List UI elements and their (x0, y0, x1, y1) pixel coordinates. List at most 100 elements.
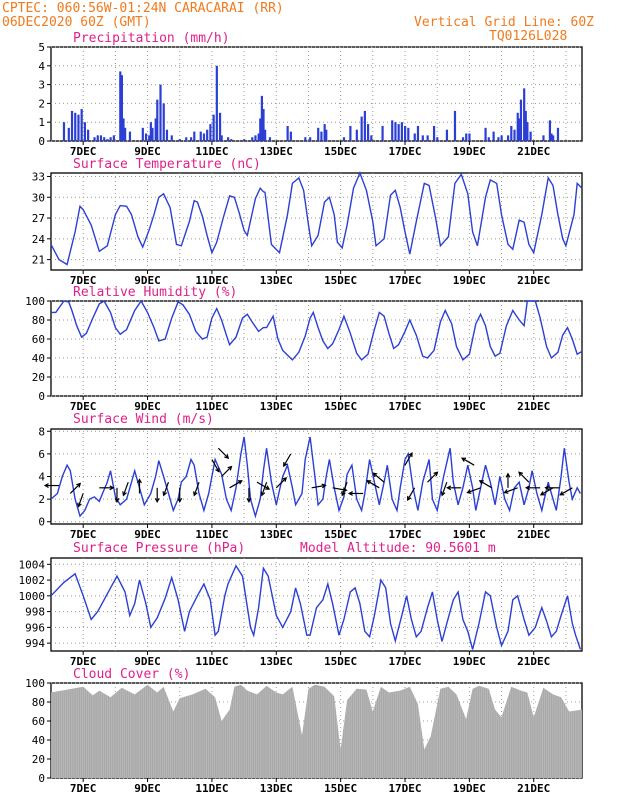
precip-bar (416, 125, 420, 141)
precip-panel: 0 1 2 3 4 5 7DEC 9DEC 11DEC 13DEC 15DEC 17DEC 19DEC 2… (38, 31, 583, 158)
precip-bar (109, 137, 112, 141)
y-tick-label: 24 (32, 233, 46, 246)
x-tick-label: 13DEC (260, 274, 293, 287)
precip-bar (209, 124, 212, 141)
y-tick-label: 100 (25, 677, 45, 690)
wind-arrow (559, 487, 573, 496)
precip-bar (77, 114, 80, 141)
precip-bar (170, 135, 173, 141)
x-tick-label: 19DEC (453, 274, 486, 287)
precip-bar (62, 122, 66, 141)
precip-bar (432, 125, 436, 141)
precip-bar (149, 122, 152, 141)
precip-bar (421, 135, 424, 141)
precip-bar (218, 112, 222, 141)
x-tick-label: 7DEC (70, 274, 97, 287)
precip-bar (230, 139, 233, 141)
x-tick-label: 15DEC (324, 528, 357, 541)
precip-bar (215, 65, 218, 141)
model-altitude: Model Altitude: 90.5601 m (300, 541, 496, 556)
precip-bar (468, 133, 471, 141)
wind-arrow-head (518, 471, 524, 477)
precip-bar (304, 137, 307, 141)
x-tick-label: 17DEC (388, 782, 421, 795)
wind-arrow-head (372, 472, 378, 478)
wind-arrow-head (193, 491, 198, 497)
precip-bar (212, 114, 215, 141)
y-tick-label: 994 (25, 637, 45, 650)
y-tick-label: 30 (32, 191, 45, 204)
wind-arrow-head (162, 491, 168, 497)
wind-arrow-head (466, 489, 472, 494)
precip-bar (487, 137, 490, 141)
precip-bar (144, 133, 148, 141)
x-tick-label: 17DEC (388, 145, 421, 158)
wind-arrow (217, 447, 229, 459)
precip-bar (159, 84, 162, 141)
precip-bar (286, 125, 289, 141)
precip-bar (193, 131, 196, 141)
wind-arrow-head (283, 461, 288, 468)
precip-bar (397, 124, 400, 141)
y-tick-label: 0 (38, 135, 45, 148)
x-tick-label: 21DEC (517, 400, 550, 413)
x-tick-label: 9DEC (134, 782, 161, 795)
y-tick-label: 60 (32, 715, 45, 728)
x-tick-label: 15DEC (324, 655, 357, 668)
wind-arrow-head (76, 482, 82, 488)
wind-arrow-head (109, 485, 115, 491)
x-tick-label: 11DEC (195, 274, 228, 287)
precip-bar (162, 103, 165, 141)
x-tick-label: 21DEC (517, 782, 550, 795)
precip-bar (206, 129, 209, 141)
x-tick-label: 9DEC (134, 145, 161, 158)
wind-arrow-head (237, 480, 243, 485)
wind-arrow (211, 459, 220, 472)
precip-bar (259, 118, 262, 141)
humidity-title: Relative Humidity (%) (73, 285, 237, 300)
wind-arrow (69, 483, 81, 494)
precip-bar (550, 133, 553, 141)
x-tick-label: 15DEC (324, 145, 357, 158)
wind-arrow (163, 481, 170, 496)
x-tick-label: 19DEC (453, 528, 486, 541)
y-tick-label: 20 (32, 753, 45, 766)
wind-arrow-head (478, 480, 484, 485)
precip-bar (497, 137, 500, 141)
wind-line (50, 436, 582, 519)
wind-arrow-head (77, 502, 82, 508)
wind-arrow-head (544, 485, 550, 491)
precip-bar (87, 129, 90, 141)
y-tick-label: 996 (25, 621, 45, 634)
precip-bar (99, 135, 103, 141)
wind-arrow (467, 487, 481, 494)
wind-arrow-head (524, 485, 530, 491)
precip-bar (355, 129, 358, 141)
x-tick-label: 9DEC (134, 274, 161, 287)
y-tick-label: 80 (32, 314, 45, 327)
wind-arrow-head (260, 491, 266, 497)
y-tick-label: 1000 (19, 590, 46, 603)
x-tick-label: 15DEC (324, 782, 357, 795)
temp-panel: 21 24 27 30 33 7DEC 9DEC 11DEC 13DEC 15DEC 17DEC 19… (32, 157, 583, 287)
precip-bar (453, 110, 457, 141)
wind-title: Surface Wind (m/s) (73, 412, 214, 427)
wind-arrow (122, 481, 129, 496)
x-tick-label: 21DEC (517, 145, 550, 158)
wind-arrow-head (122, 491, 127, 497)
precip-bar (516, 112, 519, 141)
y-tick-label: 20 (32, 371, 45, 384)
station-header: CPTEC: 060:56W-01:24N CARACARAI (RR) (2, 1, 284, 16)
precip-bar (119, 71, 122, 141)
wind-arrow (221, 466, 232, 477)
x-tick-label: 19DEC (453, 145, 486, 158)
y-tick-label: 27 (32, 212, 45, 225)
wind-arrow-head (321, 483, 327, 489)
wind-arrow (372, 472, 385, 483)
wind-arrow-head (224, 454, 230, 460)
precip-bar (500, 135, 503, 141)
y-tick-label: 1 (38, 116, 45, 129)
precip-bar (320, 131, 323, 141)
precip-bar (413, 133, 416, 141)
wind-frame (50, 428, 583, 525)
